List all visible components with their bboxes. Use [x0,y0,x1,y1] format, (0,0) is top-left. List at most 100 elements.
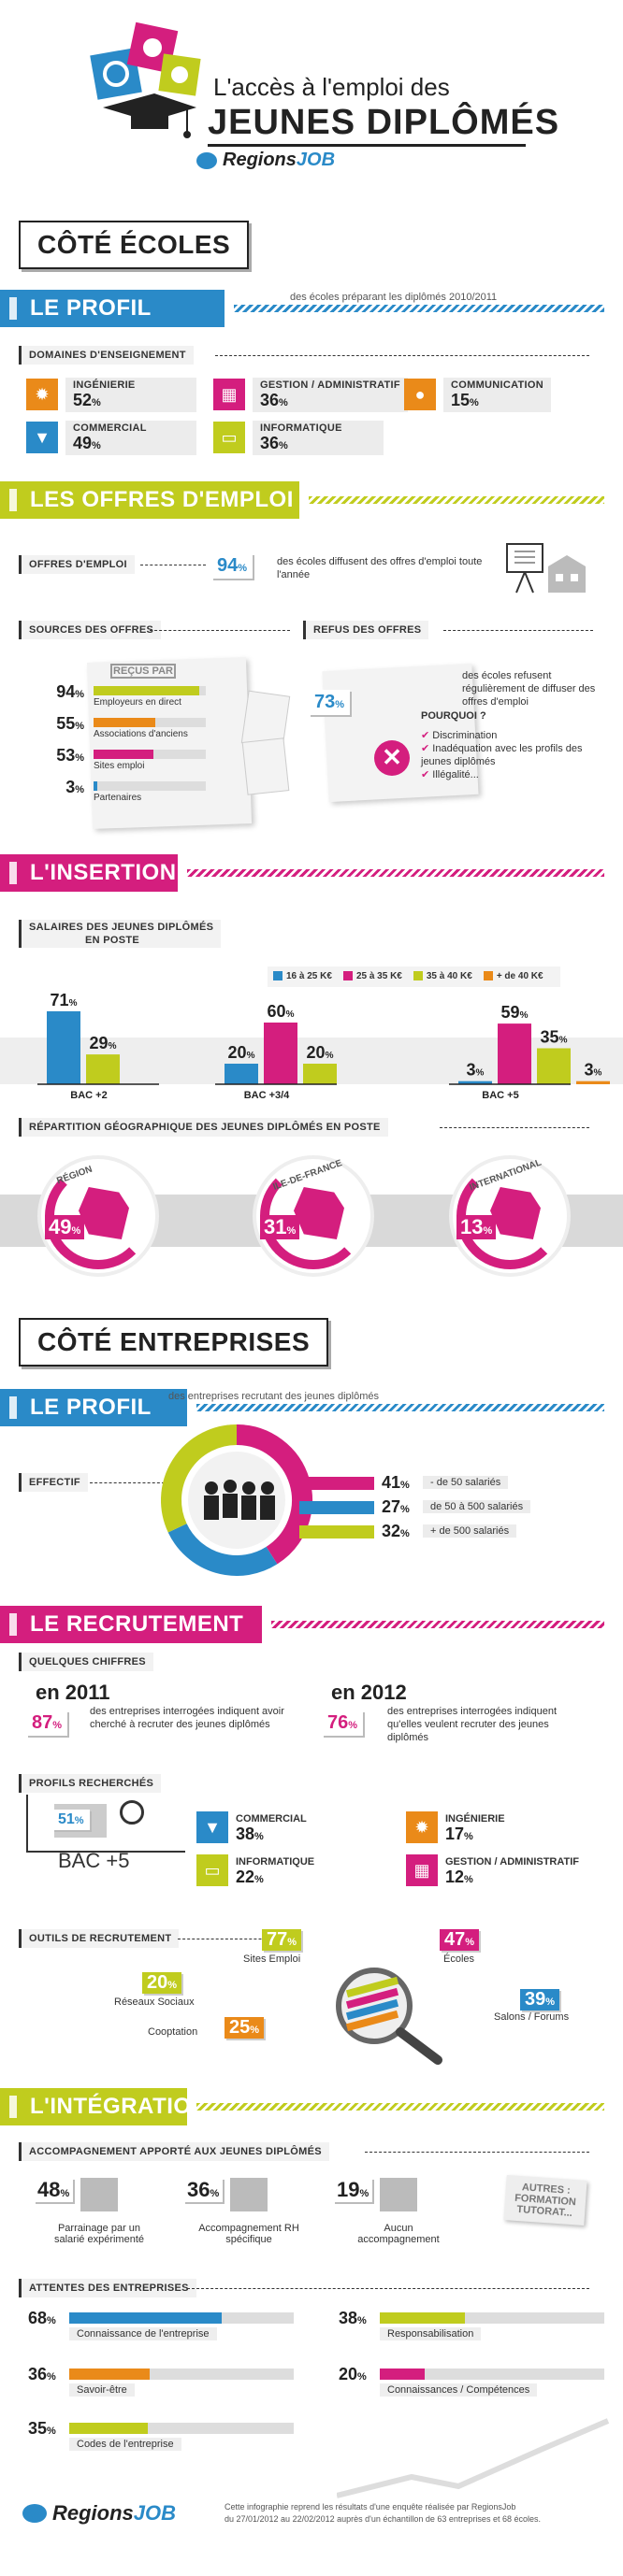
attente-value: 38% [339,2309,367,2327]
source-unit: % [75,689,84,700]
legend-swatch [483,971,493,980]
divider-sources [150,630,290,631]
label-profils: PROFILS RECHERCHÉS [19,1774,162,1793]
divider-refus [443,630,593,631]
person-icon [260,1496,275,1520]
divider-attentes [187,2288,589,2289]
profil-name: INFORMATIQUE [236,1856,315,1868]
divider-repartition [440,1127,589,1128]
footer-note: Cette infographie reprend les résultats … [225,2502,541,2524]
legend-swatch [413,971,423,980]
source-value: 94% [56,682,84,701]
domaine-name-1: GESTION / ADMINISTRATIF [260,379,400,391]
section-title-entreprises: CÔTÉ ENTREPRISES [19,1318,329,1367]
outil-unit: % [250,2025,260,2036]
label-domaines: DOMAINES D'ENSEIGNEMENT [19,346,194,365]
bar [47,1010,80,1084]
outil-name: Sites Emploi [243,1953,301,1965]
person-icon [223,1494,238,1518]
stripe-insertion [187,869,604,877]
divider-effectif [90,1482,165,1483]
profil-unit: % [464,1831,473,1842]
source-unit: % [75,784,84,795]
attente-value: 20% [339,2365,367,2383]
effectif-donut [161,1424,312,1576]
header-title-line1: L'accès à l'emploi des [213,73,450,101]
gear-icon: ✹ [406,1811,438,1843]
outil-value: 39% [520,1989,560,2011]
repartition-unit: % [71,1225,81,1237]
domaine-value-0: 52 [73,390,93,409]
outil-value: 20% [142,1972,182,1994]
outil-name: Cooptation [148,2026,198,2038]
refus-text: des écoles refusent régulièrement de dif… [462,670,596,708]
attente-name: Codes de l'entreprise [69,2438,181,2451]
bar [86,1054,120,1084]
label-chiffres: QUELQUES CHIFFRES [19,1653,153,1671]
banner-profil-ecoles: LE PROFIL [0,290,225,327]
effectif-name: + de 500 salariés [423,1524,517,1538]
label-offres: OFFRES D'EMPLOI [19,555,135,574]
accomp-value: 19% [333,2178,373,2202]
bar [264,1023,297,1084]
profil-value: 38% [236,1825,264,1843]
person-icon [242,1481,255,1495]
legend-item: 35 à 40 K€ [413,971,472,981]
footer-logo-regions: Regions [52,2501,134,2525]
accomp-unit: % [210,2188,220,2199]
reason-item-2: ✔ Illégalité... [421,769,479,780]
stripe-offres [309,496,604,504]
source-name: Associations d'anciens [94,729,188,739]
effectif-value: 27% [382,1497,410,1516]
monitor-icon: ▭ [196,1854,228,1886]
source-value: 53% [56,746,84,765]
magnifier-icon [336,1968,442,2065]
outil-unit: % [465,1937,475,1948]
attente-value: 36% [28,2365,56,2383]
bar [498,1023,531,1084]
domaine-tile-1: ▦ GESTION / ADMINISTRATIF 36% [213,376,408,413]
close-icon: ✕ [374,740,410,776]
person-icon [205,1481,218,1495]
domaine-tile-3: ▼ COMMERCIAL 49% [26,419,196,456]
legend-item: 25 à 35 K€ [342,971,402,981]
bubble-icon [22,2504,47,2523]
building-icon [80,2178,118,2211]
text-2011: des entreprises interrogées indiquent av… [90,1706,284,1730]
legend-item: 16 à 25 K€ [273,971,332,981]
reasons-list: ✔ Discrimination ✔ Inadéquation avec les… [421,729,599,781]
repartition-value: 13% [456,1215,497,1239]
attente-name: Connaissance de l'entreprise [69,2327,217,2340]
domaine-name-2: COMMUNICATION [451,379,544,391]
x-tick-label: BAC +3/4 [243,1090,290,1101]
outil-name: Salons / Forums [494,2011,570,2023]
profil-unit: % [254,1831,264,1842]
donut-slice [161,1424,238,1533]
pourquoi-label: POURQUOI ? [421,710,486,722]
bar-value-label: 71% [51,991,78,1009]
divider-accomp [365,2152,589,2153]
label-repartition: RÉPARTITION GÉOGRAPHIQUE DES JEUNES DIPL… [19,1118,388,1137]
legend-label: + de 40 K€ [496,970,543,981]
bubble-icon [196,151,217,169]
footer-logo-job: JOB [133,2501,177,2525]
banner-integration: L'INTÉGRATION [0,2088,208,2125]
salary-chart: 71%29% 20%60%20%3%59%35%3% [0,991,623,1085]
x-tick-label: BAC +2 [70,1090,108,1101]
person-icon [241,1496,256,1520]
source-value: 55% [56,714,84,733]
source-bar [94,750,153,759]
effectif-name: de 50 à 500 salariés [423,1500,531,1513]
person-icon [261,1481,274,1495]
outil-unit: % [545,1996,556,2008]
attente-unit: % [47,2371,56,2383]
divider-domaines [215,355,589,356]
stripe-profil-entreprises [196,1404,604,1411]
outil-unit: % [167,1980,178,1991]
legend-label: 35 à 40 K€ [426,970,472,981]
caption-profil-ecoles: des écoles préparant les diplômés 2010/2… [290,292,498,303]
stripe-recrutement [271,1621,604,1628]
accomp-unit: % [60,2188,70,2199]
banner-insertion: L'INSERTION [0,854,178,892]
attente-bar-bg [380,2368,604,2380]
